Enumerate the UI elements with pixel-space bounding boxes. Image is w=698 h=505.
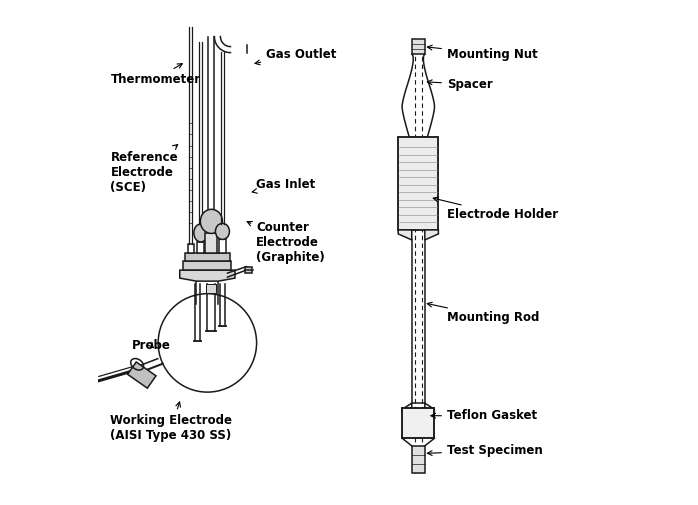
Bar (412, 446, 425, 474)
Text: Spacer: Spacer (427, 78, 493, 91)
Ellipse shape (194, 224, 208, 242)
Bar (128, 362, 156, 388)
Polygon shape (425, 230, 438, 240)
Polygon shape (402, 403, 412, 413)
Bar (207, 284, 216, 293)
Text: Counter
Electrode
(Graphite): Counter Electrode (Graphite) (247, 221, 325, 264)
Polygon shape (425, 403, 434, 413)
Ellipse shape (216, 223, 230, 239)
Text: Gas Outlet: Gas Outlet (255, 47, 336, 65)
Text: Test Specimen: Test Specimen (427, 444, 542, 458)
Bar (402, 408, 434, 438)
Text: Reference
Electrode
(SCE): Reference Electrode (SCE) (110, 144, 178, 193)
Text: Mounting Nut: Mounting Nut (427, 45, 537, 61)
Text: Electrode Holder: Electrode Holder (433, 197, 558, 221)
Text: Mounting Rod: Mounting Rod (427, 302, 540, 324)
Text: Probe: Probe (132, 339, 171, 352)
Bar (184, 261, 232, 270)
Polygon shape (399, 230, 412, 240)
Bar (188, 244, 194, 253)
Bar (198, 242, 205, 253)
Bar (205, 233, 217, 253)
Bar (412, 39, 425, 54)
Bar (245, 267, 252, 273)
Polygon shape (180, 270, 235, 281)
Bar (399, 137, 438, 230)
Text: Teflon Gasket: Teflon Gasket (431, 409, 537, 422)
Bar (219, 239, 226, 253)
Text: Gas Inlet: Gas Inlet (252, 178, 315, 193)
Text: Working Electrode
(AISI Type 430 SS): Working Electrode (AISI Type 430 SS) (110, 402, 232, 442)
Bar (185, 253, 230, 261)
Ellipse shape (200, 209, 223, 233)
Text: Thermometer: Thermometer (110, 64, 200, 86)
